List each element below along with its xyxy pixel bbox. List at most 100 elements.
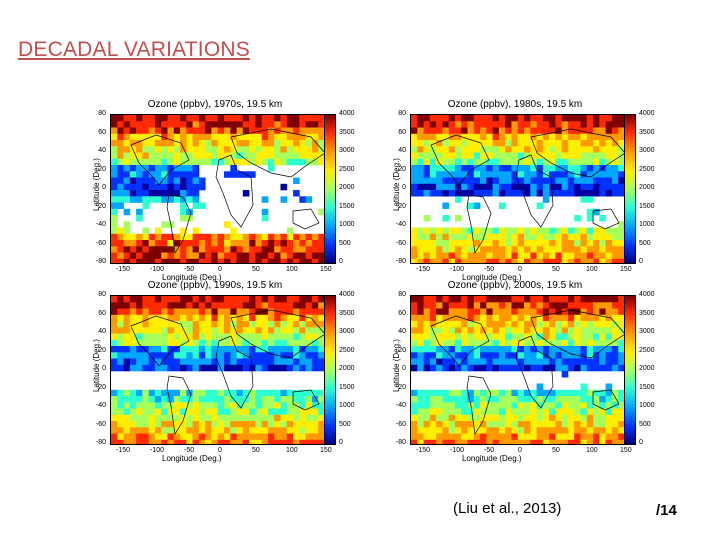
y-tick-label: 60 xyxy=(98,128,106,136)
colorbar xyxy=(624,114,636,264)
x-tick-label: -50 xyxy=(184,447,195,454)
colorbar-tick-label: 0 xyxy=(639,439,643,446)
x-tick-label: 0 xyxy=(518,447,522,454)
x-tick-label: -100 xyxy=(150,447,165,454)
map-plot-area xyxy=(110,114,336,264)
y-tick-label: -20 xyxy=(95,383,106,391)
x-axis-label: Longitude (Deg.) xyxy=(462,454,522,463)
y-tick-label: -40 xyxy=(395,402,406,409)
ozone-field xyxy=(111,296,335,444)
colorbar-tick-label: 2000 xyxy=(339,365,355,372)
colorbar-tick-label: 4000 xyxy=(639,291,655,298)
x-tick-label: -50 xyxy=(184,266,195,273)
y-tick-label: -20 xyxy=(395,202,406,210)
x-tick-label: 50 xyxy=(552,266,560,273)
colorbar xyxy=(324,295,336,445)
x-tick-label: 150 xyxy=(320,447,332,454)
x-tick-label: -150 xyxy=(416,447,431,454)
x-axis-label: Longitude (Deg.) xyxy=(462,273,522,282)
x-axis-label: Longitude (Deg.) xyxy=(162,454,222,463)
y-tick-label: 40 xyxy=(398,147,406,154)
ozone-map-2000s: Ozone (ppbv), 2000s, 19.5 km 80 60 40 20 0 -2… xyxy=(392,280,655,463)
y-tick-label: 20 xyxy=(398,165,406,173)
y-tick-label: -20 xyxy=(395,383,406,391)
panel-title: Ozone (ppbv), 1980s, 19.5 km xyxy=(447,99,583,110)
colorbar-tick-label: 500 xyxy=(639,420,651,428)
y-tick-label: 20 xyxy=(98,165,106,173)
y-tick-label: 80 xyxy=(98,291,106,298)
colorbar-tick-label: 1500 xyxy=(639,383,655,391)
x-tick-label: -100 xyxy=(150,266,165,273)
colorbar-tick-label: 3000 xyxy=(339,147,355,154)
y-tick-label: -80 xyxy=(95,439,106,446)
y-tick-label: 80 xyxy=(398,110,406,117)
y-tick-label: 0 xyxy=(102,184,106,191)
y-tick-label: -80 xyxy=(95,258,106,265)
y-tick-label: 0 xyxy=(102,365,106,372)
colorbar-tick-label: 2500 xyxy=(339,346,355,354)
colorbar-tick-label: 2500 xyxy=(639,165,655,173)
y-axis-label: Latitude (Deg.) xyxy=(91,339,101,392)
colorbar-tick-label: 0 xyxy=(339,439,343,446)
colorbar-tick-label: 3500 xyxy=(639,309,655,317)
x-tick-label: 100 xyxy=(286,447,298,454)
colorbar-tick-label: 500 xyxy=(339,420,351,428)
y-tick-label: 60 xyxy=(398,309,406,317)
x-tick-label: -150 xyxy=(416,266,431,273)
map-plot-area xyxy=(110,295,336,445)
x-tick-label: -50 xyxy=(484,447,495,454)
x-axis-label: Longitude (Deg.) xyxy=(162,273,222,282)
colorbar-tick-label: 3000 xyxy=(339,328,355,335)
colorbar-tick-label: 3000 xyxy=(639,147,655,154)
colorbar-tick-label: 1000 xyxy=(639,221,655,228)
colorbar-tick-label: 3500 xyxy=(639,128,655,136)
x-tick-label: 150 xyxy=(620,447,632,454)
x-tick-label: 100 xyxy=(286,266,298,273)
map-plot-area xyxy=(410,295,636,445)
y-tick-label: 20 xyxy=(398,346,406,354)
x-tick-label: -50 xyxy=(484,266,495,273)
colorbar-tick-label: 2000 xyxy=(339,184,355,191)
y-tick-label: -60 xyxy=(395,420,406,428)
y-tick-label: 40 xyxy=(398,328,406,335)
x-tick-label: 50 xyxy=(252,447,260,454)
x-tick-label: 50 xyxy=(552,447,560,454)
colorbar-tick-label: 3500 xyxy=(339,309,355,317)
colorbar-tick-label: 1000 xyxy=(339,221,355,228)
ozone-field xyxy=(111,115,335,263)
colorbar-tick-label: 1500 xyxy=(339,202,355,210)
page-number: /14 xyxy=(656,502,677,519)
x-tick-label: 100 xyxy=(586,266,598,273)
colorbar-tick-label: 1500 xyxy=(339,383,355,391)
y-tick-label: -80 xyxy=(395,258,406,265)
colorbar-tick-label: 2500 xyxy=(339,165,355,173)
colorbar-tick-label: 500 xyxy=(639,239,651,247)
map-plot-area xyxy=(410,114,636,264)
colorbar-tick-label: 0 xyxy=(639,258,643,265)
x-tick-label: -150 xyxy=(116,447,131,454)
x-tick-label: -150 xyxy=(116,266,131,273)
x-tick-label: -100 xyxy=(450,266,465,273)
x-tick-label: 150 xyxy=(620,266,632,273)
x-tick-label: -100 xyxy=(450,447,465,454)
y-tick-label: -20 xyxy=(95,202,106,210)
colorbar xyxy=(324,114,336,264)
y-axis-label: Latitude (Deg.) xyxy=(91,158,101,211)
y-tick-label: 80 xyxy=(398,291,406,298)
ozone-field xyxy=(411,115,635,263)
y-tick-label: -40 xyxy=(95,221,106,228)
x-tick-label: 100 xyxy=(586,447,598,454)
colorbar-tick-label: 2500 xyxy=(639,346,655,354)
y-tick-label: -40 xyxy=(95,402,106,409)
colorbar-tick-label: 4000 xyxy=(639,110,655,117)
colorbar-tick-label: 500 xyxy=(339,239,351,247)
colorbar-tick-label: 4000 xyxy=(339,291,355,298)
y-tick-label: 40 xyxy=(98,328,106,335)
y-tick-label: -60 xyxy=(95,239,106,247)
y-tick-label: 40 xyxy=(98,147,106,154)
colorbar-tick-label: 1000 xyxy=(339,402,355,409)
colorbar-tick-label: 4000 xyxy=(339,110,355,117)
colorbar-tick-label: 3000 xyxy=(639,328,655,335)
ozone-field xyxy=(411,296,635,444)
y-tick-label: 60 xyxy=(398,128,406,136)
